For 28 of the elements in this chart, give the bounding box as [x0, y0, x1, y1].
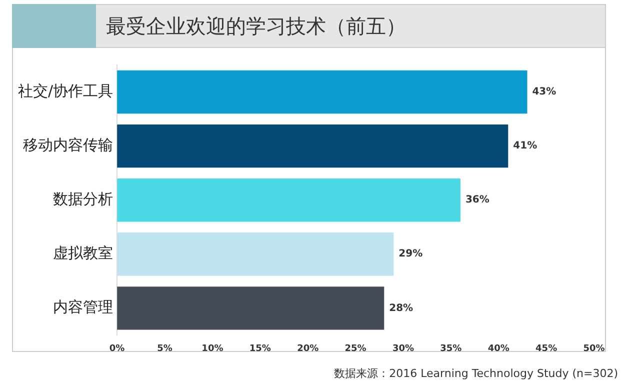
x-tick-label: 35% — [440, 344, 462, 354]
x-tick-label: 5% — [157, 344, 172, 354]
x-tick-label: 10% — [202, 344, 224, 354]
y-tick-label: 虚拟教室 — [53, 244, 114, 262]
y-tick-label: 数据分析 — [53, 190, 114, 208]
x-tick-label: 0% — [109, 344, 125, 354]
bar — [117, 286, 384, 330]
chart-title: 最受企业欢迎的学习技术（前五） — [106, 13, 406, 40]
bar — [117, 232, 394, 276]
x-tick-label: 45% — [536, 344, 558, 354]
x-tick-label: 15% — [249, 344, 271, 354]
source-note: 数据来源：2016 Learning Technology Study (n=302) — [334, 366, 618, 381]
x-tick-label: 30% — [392, 344, 414, 354]
y-tick-label: 移动内容传输 — [23, 136, 114, 154]
data-label: 43% — [532, 86, 556, 98]
x-tick-label: 50% — [583, 344, 605, 354]
x-tick-label: 20% — [297, 344, 319, 354]
x-tick-label: 40% — [488, 344, 510, 354]
data-label: 41% — [513, 140, 538, 152]
bar — [117, 70, 528, 114]
bar — [117, 124, 508, 168]
data-label: 28% — [389, 302, 414, 314]
y-tick-label: 社交/协作工具 — [18, 82, 114, 100]
data-label: 29% — [398, 248, 423, 260]
x-tick-label: 25% — [344, 344, 366, 354]
bar — [117, 178, 460, 222]
y-tick-label: 内容管理 — [53, 298, 114, 316]
data-label: 36% — [465, 194, 490, 206]
